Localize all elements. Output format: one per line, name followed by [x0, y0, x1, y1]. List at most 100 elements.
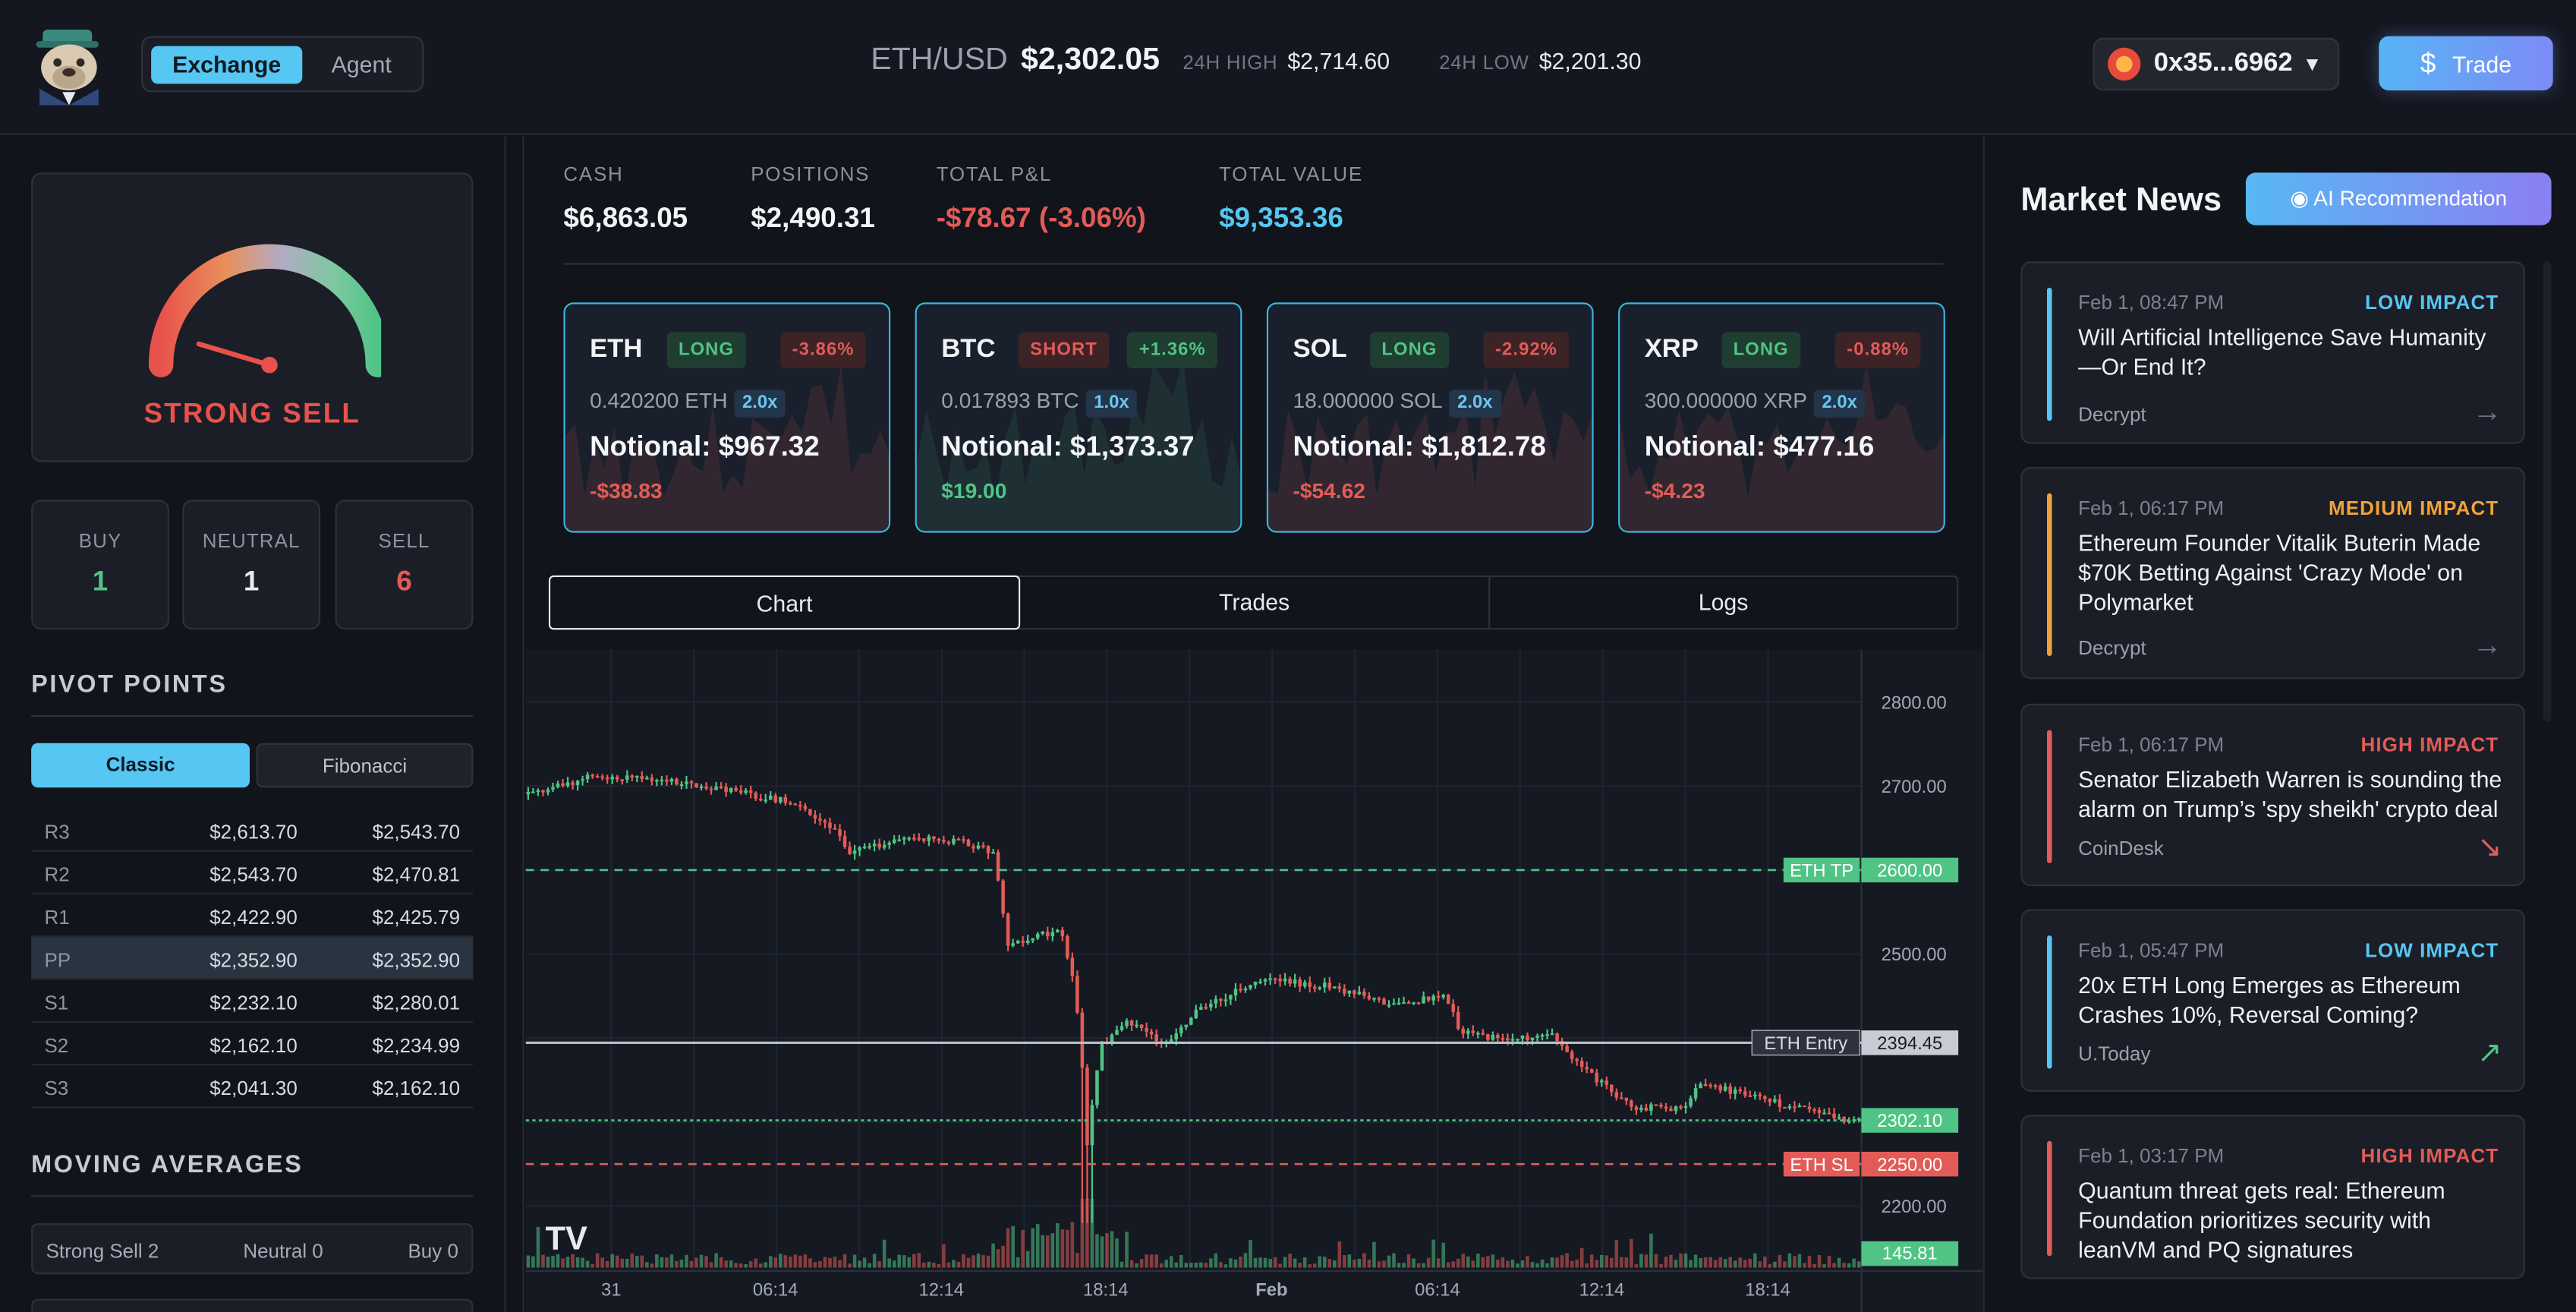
candle-body: [758, 799, 763, 801]
trade-button[interactable]: $ Trade: [2379, 36, 2553, 91]
candle-body: [852, 850, 857, 854]
volume-bar: [590, 1263, 594, 1268]
fibonacci-tab[interactable]: Fibonacci: [256, 743, 474, 788]
position-card-btc[interactable]: BTC SHORT +1.36% 0.017893 BTC 1.0x Notional: …: [915, 302, 1242, 533]
candle-body: [848, 847, 852, 854]
sparkline-background: [1268, 371, 1592, 531]
candle-body: [605, 777, 609, 780]
volume-bar: [1154, 1254, 1158, 1268]
impact-label: LOW IMPACT: [2364, 291, 2499, 314]
volume-bar: [1298, 1263, 1302, 1268]
volume-bar: [1322, 1257, 1327, 1268]
fibonacci-value: $2,425.79: [372, 906, 461, 929]
volume-bar: [1555, 1257, 1559, 1268]
candle-body: [808, 809, 812, 815]
candle-body: [1129, 1020, 1134, 1026]
candle-body: [818, 818, 822, 821]
candle-body: [1486, 1034, 1490, 1040]
news-headline[interactable]: Senator Elizabeth Warren is sounding the…: [2078, 766, 2502, 822]
candle-body: [635, 776, 639, 778]
candle-body: [1842, 1117, 1846, 1123]
volume-bar: [768, 1256, 773, 1268]
tab-trades[interactable]: Trades: [1219, 588, 1290, 615]
news-headline[interactable]: Will Artificial Intelligence Save Humani…: [2078, 323, 2486, 380]
news-headline[interactable]: 20x ETH Long Emerges as Ethereum Crashes…: [2078, 971, 2461, 1028]
candle-body: [1154, 1034, 1158, 1042]
volume-bar: [1620, 1257, 1623, 1268]
volume-bar: [1327, 1258, 1332, 1268]
candle-body: [1353, 990, 1356, 995]
scrollbar[interactable]: [2543, 261, 2552, 722]
volume-bar: [1085, 1198, 1089, 1268]
volume-bar: [1001, 1245, 1005, 1268]
volume-bar: [1169, 1256, 1173, 1268]
candle-body: [1630, 1100, 1633, 1107]
candle-body: [595, 776, 600, 778]
volume-bar: [1372, 1241, 1376, 1268]
news-card[interactable]: Feb 1, 06:17 PM MEDIUM IMPACT Ethereum Fou…: [2020, 466, 2525, 680]
volume-bar: [1283, 1257, 1287, 1268]
candle-body: [966, 839, 971, 847]
volume-bar: [704, 1256, 708, 1268]
ma-summary: Strong Sell 2 Neutral 0 Buy 0: [31, 1223, 474, 1275]
candle-body: [952, 838, 956, 844]
volume-bar: [991, 1243, 995, 1268]
volume-bar: [1189, 1263, 1193, 1268]
candle-body: [1357, 992, 1362, 995]
news-title: Market News: [2020, 182, 2222, 219]
price-level-tag: [1861, 857, 1959, 883]
candle-body: [1412, 1002, 1416, 1004]
bulldog-logo[interactable]: [27, 23, 112, 106]
volume-bar: [729, 1260, 733, 1268]
news-headline[interactable]: Ethereum Founder Vitalik Buterin Made $7…: [2078, 529, 2481, 615]
volume-bar: [1308, 1264, 1312, 1268]
candle-body: [1738, 1089, 1743, 1092]
volume-bar: [1249, 1240, 1252, 1268]
candlestick-chart[interactable]: 2800.002700.002600.002500.002400.002300.…: [525, 649, 1983, 1312]
candle-body: [630, 775, 635, 777]
position-card-xrp[interactable]: XRP LONG -0.88% 300.000000 XRP 2.0x Notional:…: [1618, 302, 1945, 533]
volume-bar: [1649, 1233, 1653, 1268]
candle-body: [704, 786, 708, 789]
agent-tab[interactable]: Agent: [331, 51, 392, 77]
volume-bar: [917, 1253, 921, 1268]
news-card[interactable]: Feb 1, 08:47 PM LOW IMPACT Will Artificial…: [2020, 261, 2525, 444]
volume-bar: [1644, 1254, 1649, 1268]
volume-bar: [1837, 1257, 1841, 1268]
x-tick-label: 06:14: [1415, 1279, 1460, 1300]
ai-recommendation-button[interactable]: ◉ AI Recommendation: [2245, 172, 2552, 226]
candle-body: [789, 803, 792, 805]
classic-value: $2,232.10: [209, 991, 298, 1015]
news-headline[interactable]: Quantum threat gets real: Ethereum Found…: [2078, 1177, 2445, 1263]
candle-body: [719, 787, 723, 789]
card-content: ETH LONG -3.86% 0.420200 ETH 2.0x Notional: $…: [565, 304, 889, 531]
classic-tab[interactable]: Classic: [31, 743, 250, 788]
candle-body: [1827, 1112, 1831, 1115]
exchange-tab[interactable]: Exchange: [151, 46, 303, 84]
volume-bar: [1664, 1257, 1668, 1268]
volume-bar: [1713, 1260, 1718, 1268]
volume-bar: [1446, 1262, 1450, 1268]
volume-bar: [1481, 1257, 1485, 1268]
volume-bar: [764, 1262, 768, 1268]
volume-bar: [813, 1262, 817, 1268]
wallet-button[interactable]: 0x35...6962 ▼: [2093, 37, 2340, 91]
news-card[interactable]: Feb 1, 05:47 PM LOW IMPACT 20x ETH Long Em…: [2020, 909, 2525, 1092]
price-chart[interactable]: 2800.002700.002600.002500.002400.002300.…: [525, 649, 1983, 1312]
news-card[interactable]: Feb 1, 03:17 PM HIGH IMPACT Quantum threat…: [2020, 1115, 2525, 1279]
volume-bar: [1159, 1263, 1164, 1268]
positions-label: POSITIONS: [751, 162, 871, 186]
volume-bar: [724, 1260, 728, 1268]
candle-body: [1743, 1091, 1747, 1096]
candle-body: [1308, 982, 1312, 987]
tab-chart[interactable]: Chart: [548, 575, 1021, 630]
tab-logs[interactable]: Logs: [1698, 588, 1749, 615]
position-card-sol[interactable]: SOL LONG -2.92% 18.000000 SOL 2.0x Notional: …: [1266, 302, 1594, 533]
news-card[interactable]: Feb 1, 06:17 PM HIGH IMPACT Senator Elizab…: [2020, 703, 2525, 887]
candle-body: [1387, 1004, 1391, 1007]
volume-bar: [1683, 1253, 1688, 1268]
position-card-eth[interactable]: ETH LONG -3.86% 0.420200 ETH 2.0x Notional: $…: [563, 302, 891, 533]
candle-body: [1679, 1106, 1683, 1109]
volume-bar: [1045, 1235, 1050, 1268]
volume-bar: [892, 1260, 896, 1268]
